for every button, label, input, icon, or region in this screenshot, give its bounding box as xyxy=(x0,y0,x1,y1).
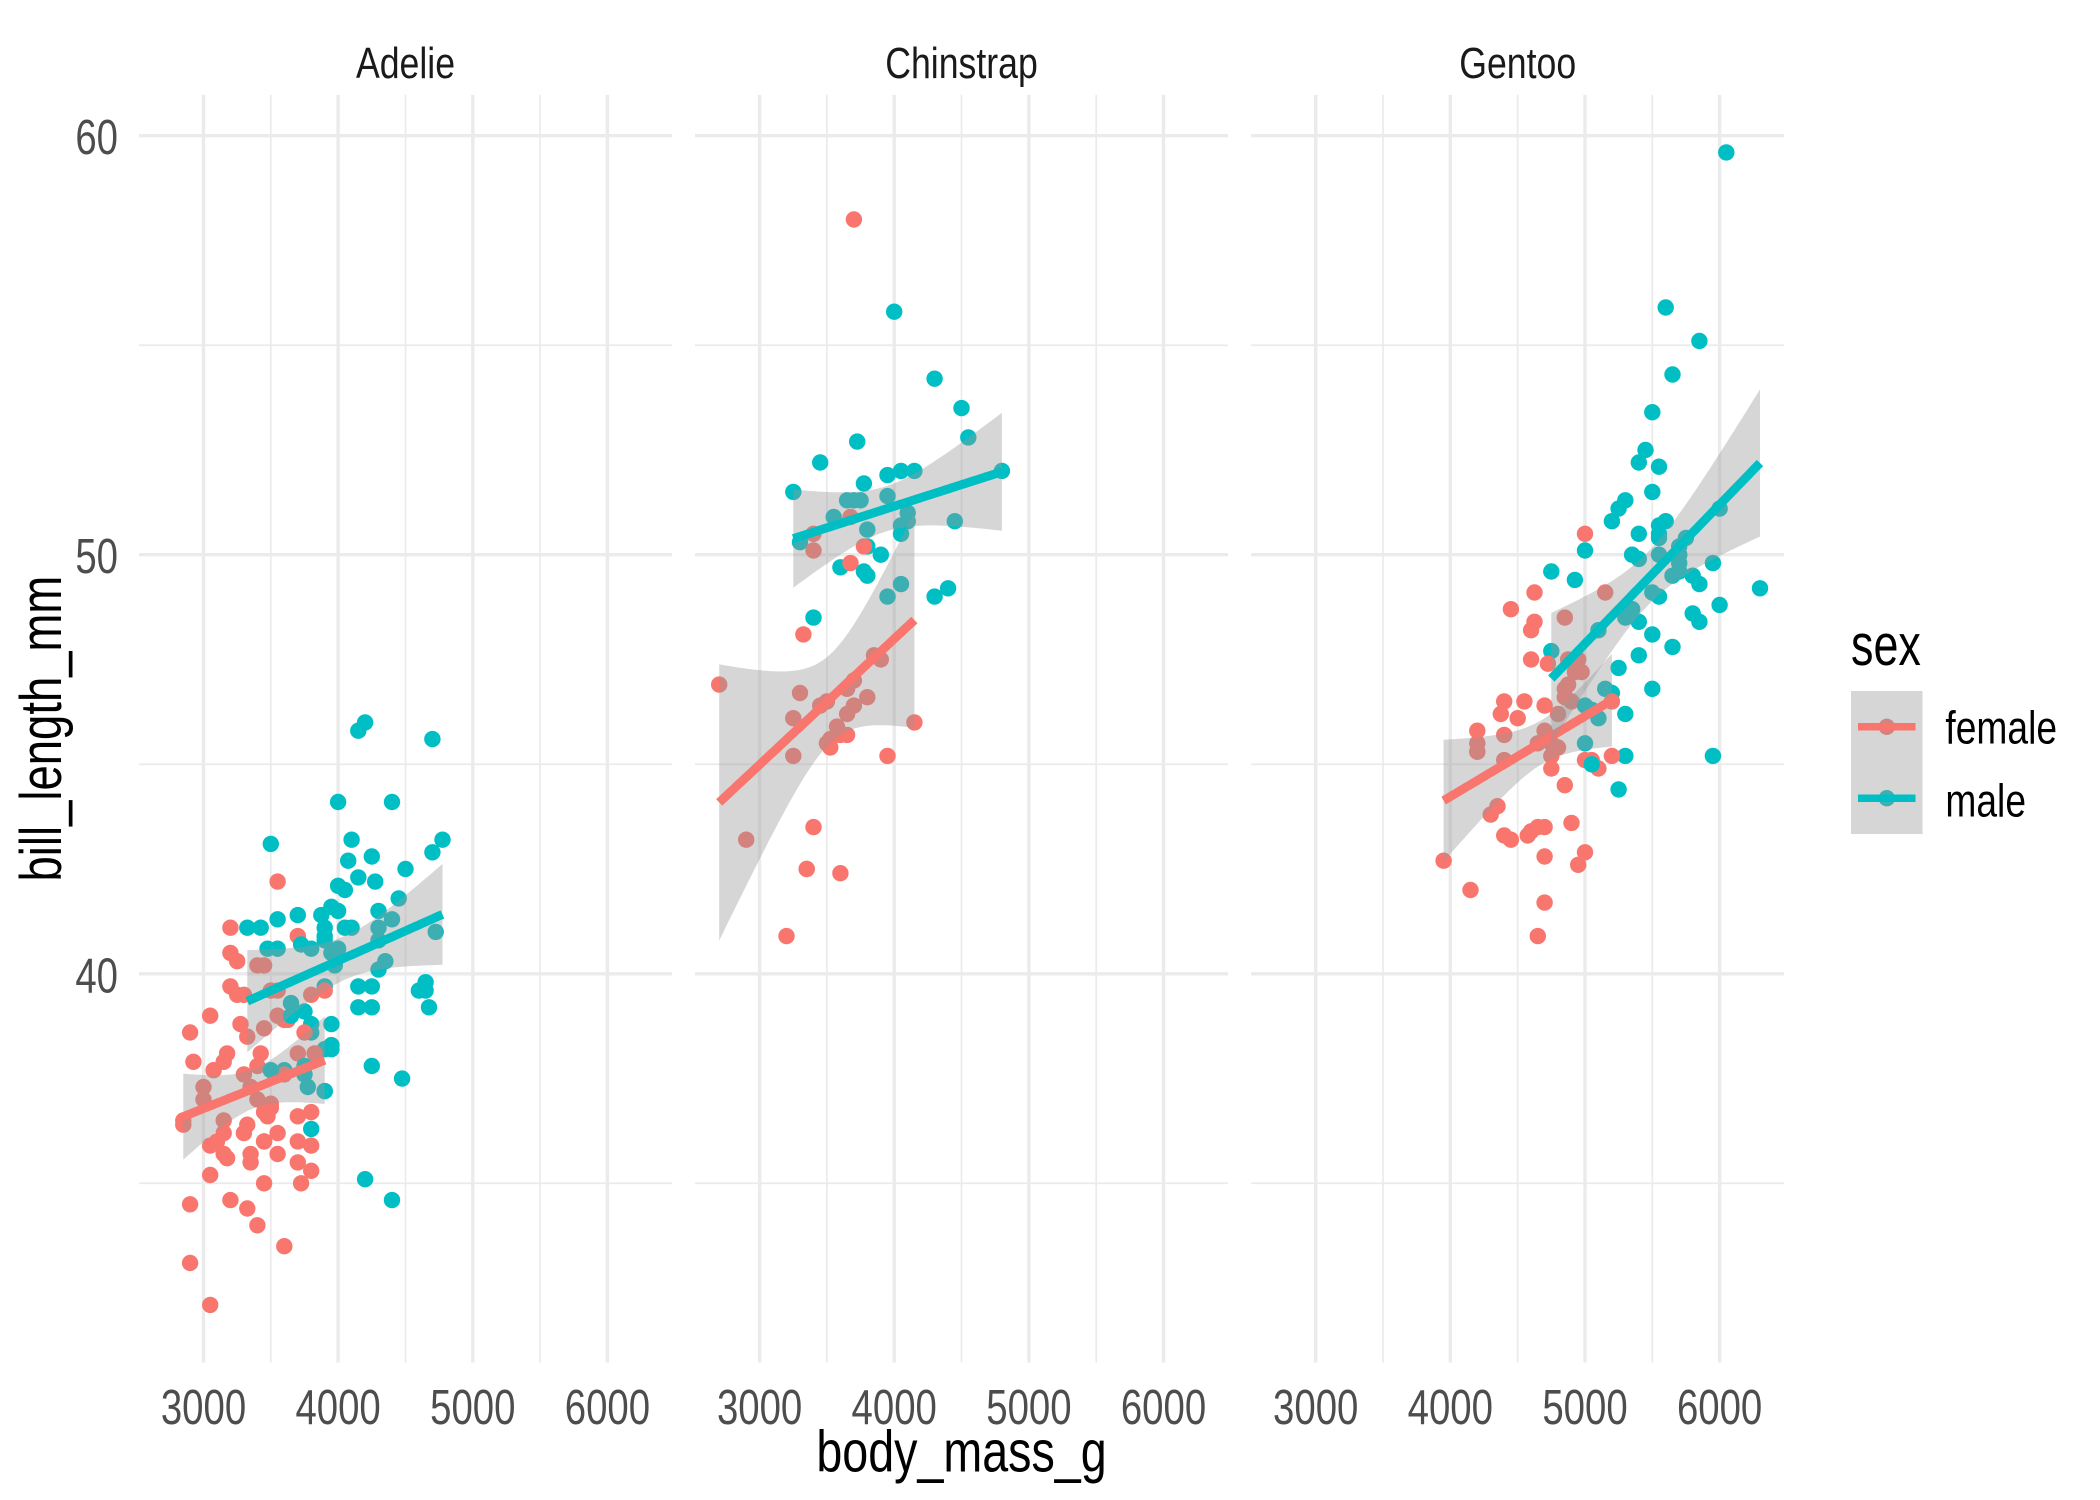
svg-text:6000: 6000 xyxy=(565,1380,650,1435)
svg-text:Gentoo: Gentoo xyxy=(1459,40,1576,88)
svg-text:3000: 3000 xyxy=(717,1380,802,1435)
svg-text:4000: 4000 xyxy=(1408,1380,1493,1435)
svg-text:60: 60 xyxy=(75,111,118,166)
svg-text:bill_length_mm: bill_length_mm xyxy=(10,576,75,882)
svg-text:4000: 4000 xyxy=(852,1380,937,1435)
svg-text:3000: 3000 xyxy=(161,1380,246,1435)
svg-text:male: male xyxy=(1945,775,2026,827)
svg-text:50: 50 xyxy=(75,530,118,585)
svg-text:6000: 6000 xyxy=(1677,1380,1762,1435)
svg-text:Adelie: Adelie xyxy=(356,40,455,88)
svg-text:6000: 6000 xyxy=(1121,1380,1206,1435)
svg-text:body_mass_g: body_mass_g xyxy=(816,1420,1106,1485)
svg-text:female: female xyxy=(1945,702,2057,754)
svg-text:5000: 5000 xyxy=(1542,1380,1627,1435)
svg-text:3000: 3000 xyxy=(1273,1380,1358,1435)
svg-text:Chinstrap: Chinstrap xyxy=(885,40,1038,88)
svg-text:5000: 5000 xyxy=(430,1380,515,1435)
svg-text:40: 40 xyxy=(75,949,118,1004)
svg-text:4000: 4000 xyxy=(295,1380,380,1435)
svg-text:5000: 5000 xyxy=(986,1380,1071,1435)
svg-text:sex: sex xyxy=(1851,613,1921,678)
